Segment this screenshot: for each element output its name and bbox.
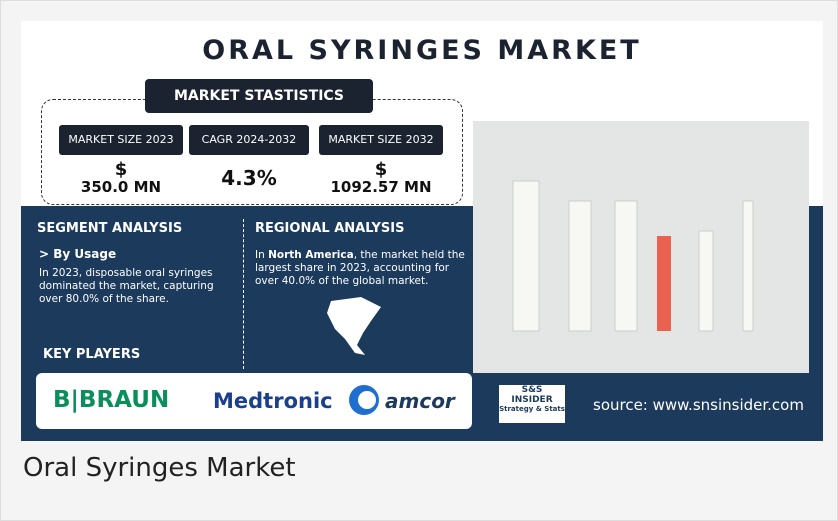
- body: ORAL SYRINGES MARKET MARKET STASTISTICS …: [0, 0, 838, 521]
- regional-text: In North America, the market held the la…: [255, 249, 465, 288]
- stat-label: MARKET SIZE 2023: [59, 125, 183, 155]
- segment-text: In 2023, disposable oral syringes domina…: [39, 267, 234, 306]
- source: source: www.snsinsider.com: [593, 396, 804, 414]
- stat-value: 350.0 MN: [59, 178, 183, 196]
- red-syringe: [657, 236, 671, 331]
- stat-currency: $: [59, 159, 183, 180]
- brand-tagline: Strategy & Stats: [499, 405, 565, 413]
- divider: [243, 219, 244, 369]
- frame: ORAL SYRINGES MARKET MARKET STASTISTICS …: [0, 0, 838, 521]
- infographic: ORAL SYRINGES MARKET MARKET STASTISTICS …: [21, 21, 823, 441]
- stat-value: 4.3%: [189, 166, 309, 190]
- caption: Oral Syringes Market: [23, 453, 296, 483]
- product-photo: [473, 121, 809, 373]
- segment-subheading: > By Usage: [39, 247, 116, 261]
- player-logo: amcor: [385, 389, 455, 413]
- regional-heading: REGIONAL ANALYSIS: [255, 221, 404, 236]
- stats-label: MARKET STASTISTICS: [145, 79, 373, 113]
- page: {"infographic":{"title":"ORAL SYRINGES M…: [0, 0, 838, 521]
- region: North America: [268, 249, 354, 261]
- stat-value: 1092.57 MN: [319, 178, 443, 196]
- stat-label: CAGR 2024-2032: [189, 125, 309, 155]
- segment-heading: SEGMENT ANALYSIS: [37, 221, 182, 236]
- text: In: [255, 249, 268, 261]
- stat-currency: $: [319, 159, 443, 180]
- map-icon: [321, 293, 391, 363]
- stat-label: MARKET SIZE 2032: [319, 125, 443, 155]
- brand-name: S&S: [499, 385, 565, 395]
- amcor-icon: [347, 383, 381, 417]
- player-logo: Medtronic: [213, 389, 333, 413]
- title: ORAL SYRINGES MARKET: [21, 35, 823, 66]
- brand-sub: INSIDER: [499, 395, 565, 405]
- syringes: [473, 121, 809, 373]
- key-players-heading: KEY PLAYERS: [43, 347, 140, 362]
- player-logo: B|BRAUN: [53, 387, 169, 413]
